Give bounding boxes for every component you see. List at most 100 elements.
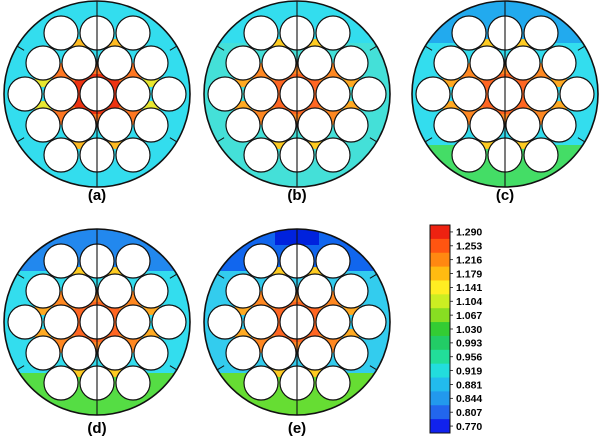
colorbar-tick-label: 0.881 <box>456 379 482 391</box>
fuel-rod <box>43 15 79 51</box>
colorbar-tick-label: 1.216 <box>456 254 482 266</box>
colorbar-swatch <box>430 335 450 351</box>
fuel-rod <box>297 107 333 143</box>
fuel-rod <box>315 76 351 112</box>
fuel-rod <box>115 76 151 112</box>
fuel-rod <box>315 365 351 401</box>
fuel-rod <box>315 243 351 279</box>
fuel-rod <box>315 15 351 51</box>
colorbar-tick-label: 1.067 <box>456 310 482 322</box>
fuel-rod <box>315 137 351 173</box>
fuel-rod <box>243 365 279 401</box>
colorbar-swatch <box>430 377 450 392</box>
fuel-rod <box>559 76 595 112</box>
colorbar-tick-label: 1.104 <box>456 296 482 308</box>
fuel-rod <box>225 107 261 143</box>
fuel-rod <box>97 335 133 371</box>
fuel-rod <box>115 365 151 401</box>
fuel-rod <box>415 76 451 112</box>
colorbar-swatch <box>430 252 450 268</box>
fuel-rod <box>541 45 577 81</box>
fuel-rod <box>225 45 261 81</box>
fuel-rod <box>97 107 133 143</box>
colorbar-swatch <box>430 266 450 281</box>
fuel-rod <box>151 304 187 340</box>
bundle-wall <box>3 0 191 188</box>
colorbar-tick-label: 0.807 <box>456 407 482 419</box>
colorbar-tick-label: 0.956 <box>456 352 482 364</box>
fuel-rod <box>225 273 261 309</box>
fuel-rod <box>243 15 279 51</box>
fuel-rod <box>133 45 169 81</box>
fuel-rod <box>333 45 369 81</box>
fuel-rod <box>469 107 505 143</box>
fuel-rod <box>451 76 487 112</box>
colorbar-swatch <box>430 294 450 309</box>
colorbar-tick-label: 1.141 <box>456 282 482 294</box>
fuel-rod <box>43 365 79 401</box>
fuel-rod <box>115 243 151 279</box>
fuel-rod <box>43 304 79 340</box>
colorbar-tick-label: 0.844 <box>456 393 482 405</box>
fuel-rod <box>133 335 169 371</box>
fuel-rod <box>25 45 61 81</box>
fuel-rod <box>43 137 79 173</box>
colorbar-swatch <box>430 322 450 337</box>
panel-label: (d) <box>87 420 106 437</box>
fuel-rod <box>243 304 279 340</box>
fuel-rod <box>243 243 279 279</box>
panel-label: (b) <box>287 187 306 204</box>
fuel-rod <box>433 45 469 81</box>
fuel-rod <box>523 137 559 173</box>
colorbar-swatch <box>430 405 450 420</box>
colorbar-tick-label: 0.770 <box>456 421 482 433</box>
colorbar-swatch <box>430 225 450 240</box>
fuel-rod <box>97 45 133 81</box>
fuel-rod <box>469 45 505 81</box>
fuel-rod <box>207 304 243 340</box>
colorbar-tick-label: 1.179 <box>456 268 482 280</box>
fuel-rod <box>151 76 187 112</box>
fuel-rod <box>7 304 43 340</box>
fuel-rod <box>523 15 559 51</box>
panel-b: (b) <box>203 0 391 204</box>
panel-label: (e) <box>288 420 306 437</box>
fuel-rod <box>505 45 541 81</box>
fuel-rod <box>297 45 333 81</box>
colorbar-tick-label: 0.993 <box>456 338 482 350</box>
fuel-rod <box>505 107 541 143</box>
fuel-rod <box>333 107 369 143</box>
colorbar-swatch <box>430 363 450 379</box>
fuel-rod <box>225 335 261 371</box>
fuel-rod <box>115 137 151 173</box>
fuel-rod <box>433 107 469 143</box>
fuel-rod <box>115 15 151 51</box>
fuel-rod <box>351 304 387 340</box>
bundle-wall <box>411 0 599 188</box>
colorbar-swatch <box>430 280 450 295</box>
bundle-wall <box>203 0 391 188</box>
fuel-rod <box>25 107 61 143</box>
colorbar-swatch <box>430 419 450 434</box>
fuel-rod <box>7 76 43 112</box>
panel-c: (c) <box>411 0 599 204</box>
fuel-rod <box>61 335 97 371</box>
fuel-rod <box>133 107 169 143</box>
panel-d: (d) <box>3 228 191 437</box>
colorbar-swatch <box>430 308 450 323</box>
panel-e: (e) <box>203 228 391 437</box>
colorbar-swatch <box>430 238 450 254</box>
bundle-wall <box>3 228 191 416</box>
fuel-rod <box>351 76 387 112</box>
colorbar-swatch <box>430 391 450 406</box>
fuel-rod <box>541 107 577 143</box>
fuel-rod <box>61 107 97 143</box>
fuel-rod <box>261 273 297 309</box>
panel-a: (a) <box>3 0 191 204</box>
fuel-rod <box>61 45 97 81</box>
panels-layer: (a) (b) (c) (d) (e) <box>3 0 599 437</box>
fuel-rod <box>115 304 151 340</box>
fuel-rod <box>297 273 333 309</box>
fuel-rod <box>261 335 297 371</box>
